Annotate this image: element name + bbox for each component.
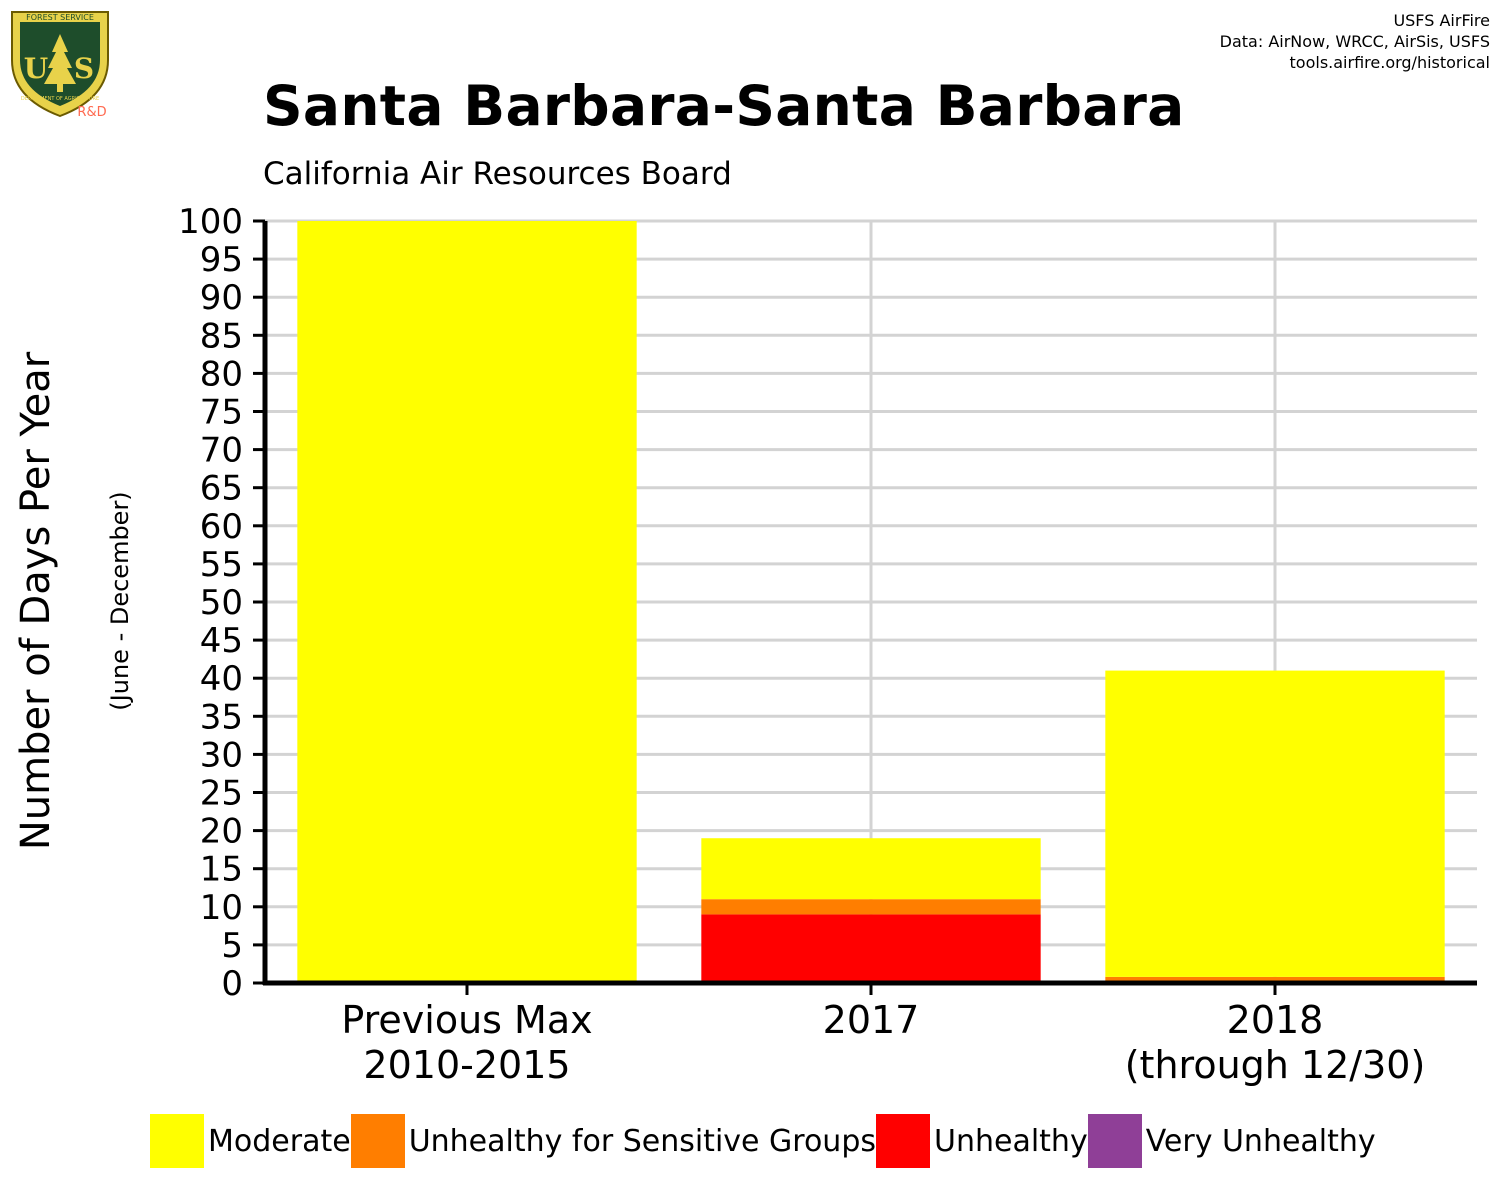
- legend-swatch: [876, 1114, 930, 1168]
- logo-letter-s: S: [74, 52, 94, 85]
- legend-label: Unhealthy for Sensitive Groups: [408, 1123, 876, 1159]
- bar-segment: [1105, 976, 1445, 981]
- legend-item: Unhealthy for Sensitive Groups: [350, 1114, 876, 1168]
- y-tick-label: 80: [200, 354, 243, 394]
- legend-swatch: [350, 1114, 405, 1168]
- y-tick-label: 40: [200, 659, 243, 699]
- legend-label: Very Unhealthy: [1145, 1123, 1376, 1159]
- y-tick-label: 20: [200, 812, 243, 852]
- credit-line-source: USFS AirFire: [1393, 11, 1490, 30]
- logo-arc-bottom: DEPARTMENT OF AGRICULTURE: [21, 96, 99, 102]
- x-tick-label-line2: (through 12/30): [1125, 1043, 1426, 1087]
- y-tick-label: 45: [200, 621, 243, 661]
- credit-line-data: Data: AirNow, WRCC, AirSis, USFS: [1219, 32, 1490, 51]
- legend-label: Moderate: [208, 1123, 351, 1159]
- logo-letter-u: U: [24, 52, 48, 85]
- chart-subtitle: California Air Resources Board: [263, 156, 732, 192]
- y-tick-label: 70: [200, 431, 243, 471]
- credit-line-url: tools.airfire.org/historical: [1289, 53, 1490, 72]
- bar-segment: [297, 221, 637, 983]
- y-tick-label: 5: [221, 926, 243, 966]
- y-tick-label: 60: [200, 507, 243, 547]
- y-tick-label: 10: [200, 888, 243, 928]
- bar-segment: [701, 838, 1041, 900]
- chart-title: Santa Barbara-Santa Barbara: [263, 74, 1185, 138]
- logo-rd-tag: R&D: [77, 105, 106, 120]
- y-tick-label: 65: [200, 469, 243, 509]
- x-tick-label: 2017: [823, 998, 920, 1042]
- x-tick-label: 2018: [1227, 998, 1324, 1042]
- forest-service-logo: U S FOREST SERVICE DEPARTMENT OF AGRICUL…: [8, 8, 112, 120]
- logo-arc-top: FOREST SERVICE: [26, 13, 94, 22]
- x-tick-label: Previous Max: [341, 998, 592, 1042]
- legend-label: Unhealthy: [934, 1123, 1088, 1159]
- y-tick-label: 100: [178, 202, 243, 242]
- bar-segment: [701, 899, 1041, 915]
- bar-segment: [701, 914, 1041, 981]
- credits: USFS AirFire Data: AirNow, WRCC, AirSis,…: [1220, 10, 1490, 73]
- chart-legend: Moderate Unhealthy for Sensitive Groups Un…: [150, 1114, 1376, 1168]
- x-tick-label-line2: 2010-2015: [363, 1043, 570, 1087]
- forest-service-shield-icon: U S FOREST SERVICE DEPARTMENT OF AGRICUL…: [11, 11, 109, 120]
- legend-swatch: [1087, 1114, 1142, 1168]
- legend-item: Moderate: [150, 1114, 351, 1168]
- y-tick-label: 95: [200, 240, 243, 280]
- bar-segment: [1105, 670, 1445, 977]
- y-tick-label: 35: [200, 697, 243, 737]
- y-tick-label: 50: [200, 583, 243, 623]
- legend-item: Unhealthy: [876, 1114, 1088, 1168]
- y-tick-label: 0: [221, 964, 243, 1004]
- y-tick-label: 25: [200, 774, 243, 814]
- y-tick-label: 15: [200, 850, 243, 890]
- legend-item: Very Unhealthy: [1087, 1114, 1376, 1168]
- legend-swatch: [150, 1114, 204, 1168]
- y-tick-label: 85: [200, 316, 243, 356]
- y-tick-label: 30: [200, 735, 243, 775]
- y-tick-label: 55: [200, 545, 243, 585]
- y-tick-label: 90: [200, 278, 243, 318]
- y-tick-label: 75: [200, 393, 243, 433]
